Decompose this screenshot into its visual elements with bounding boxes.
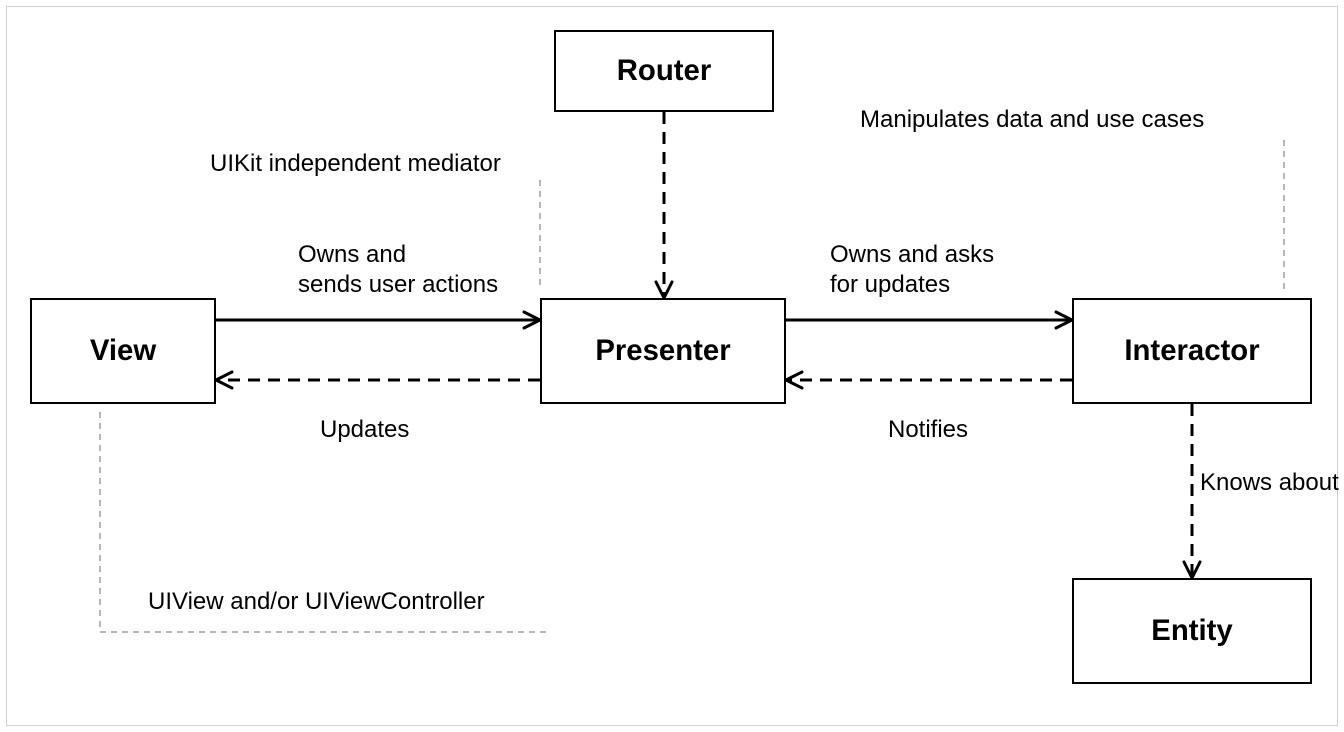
annotation-uikit-mediator: UIKit independent mediator bbox=[210, 150, 501, 178]
node-view-label: View bbox=[90, 334, 156, 368]
diagram-canvas: Router View Presenter Interactor Entity … bbox=[0, 0, 1344, 732]
node-presenter-label: Presenter bbox=[595, 334, 730, 368]
node-router-label: Router bbox=[617, 54, 712, 88]
node-router: Router bbox=[554, 30, 774, 112]
annotation-uiview-controller: UIView and/or UIViewController bbox=[148, 588, 485, 616]
node-presenter: Presenter bbox=[540, 298, 786, 404]
node-entity-label: Entity bbox=[1151, 614, 1232, 648]
node-view: View bbox=[30, 298, 216, 404]
edge-label-updates: Updates bbox=[320, 415, 409, 445]
annotation-manipulates-data: Manipulates data and use cases bbox=[860, 106, 1204, 134]
edge-label-owns-asks: Owns and asks for updates bbox=[830, 240, 994, 300]
edge-label-notifies: Notifies bbox=[888, 415, 968, 445]
node-interactor-label: Interactor bbox=[1124, 334, 1259, 368]
node-interactor: Interactor bbox=[1072, 298, 1312, 404]
node-entity: Entity bbox=[1072, 578, 1312, 684]
edge-label-owns-sends: Owns and sends user actions bbox=[298, 240, 498, 300]
edge-label-knows-about: Knows about bbox=[1200, 468, 1339, 498]
